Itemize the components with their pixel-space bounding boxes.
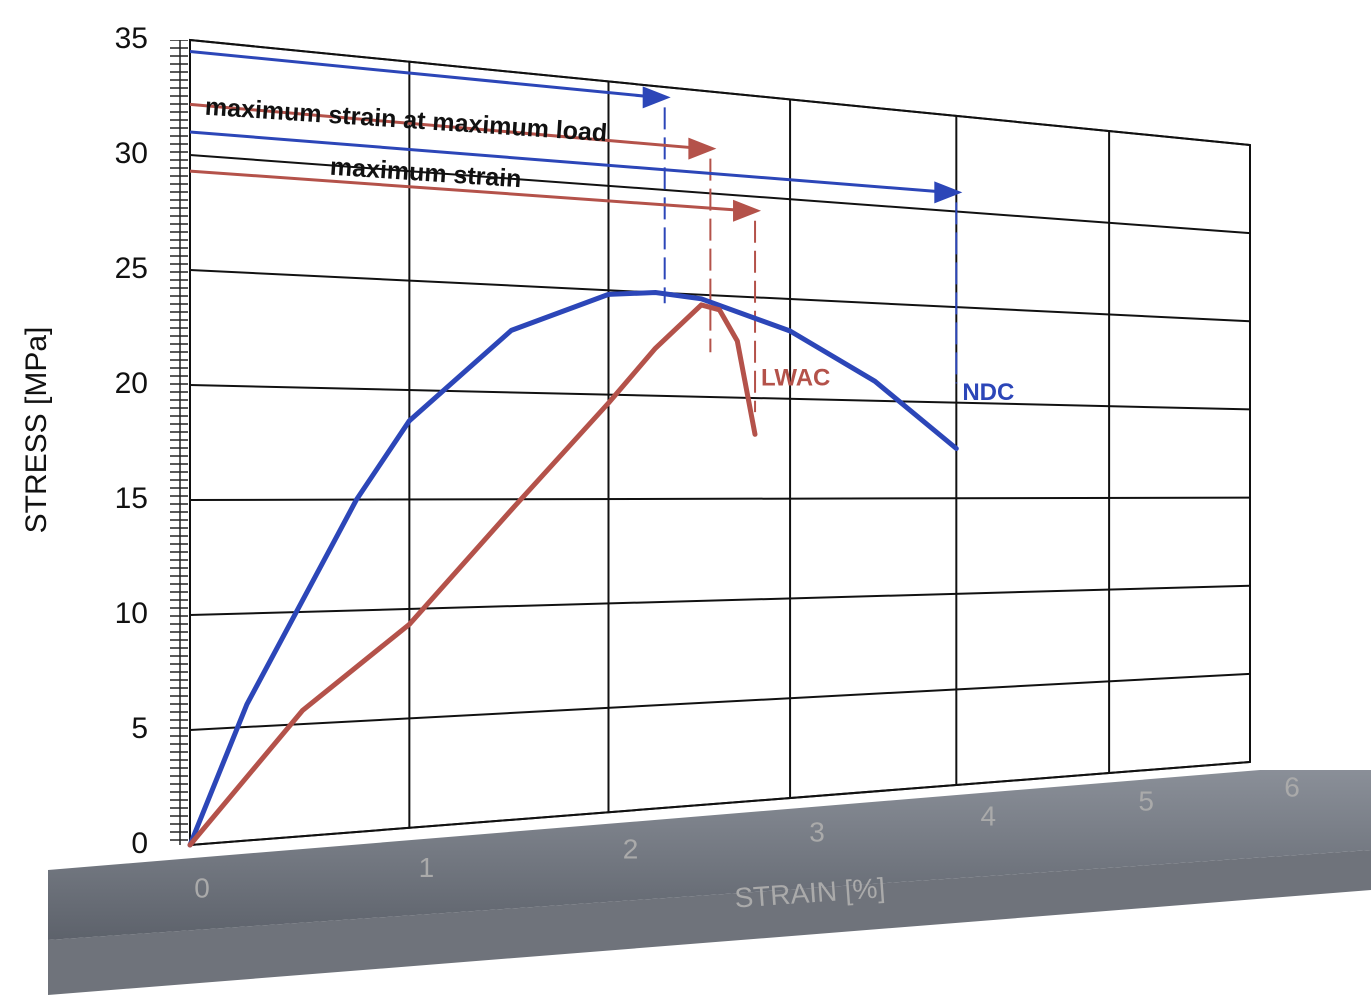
x-tick-label: 0 [194, 872, 210, 903]
y-axis-label: STRESS [MPa] [20, 327, 53, 534]
series-label: LWAC [761, 365, 830, 392]
x-tick-label: 4 [981, 800, 997, 831]
x-tick-label: 5 [1138, 785, 1154, 816]
y-tick-label: 10 [115, 597, 148, 630]
y-tick-label: 0 [131, 827, 148, 860]
x-tick-label: 6 [1284, 771, 1300, 802]
y-tick-label: 5 [131, 712, 148, 745]
y-tick-label: 30 [115, 137, 148, 170]
x-tick-label: 2 [623, 834, 639, 865]
axis-ladder [170, 40, 188, 845]
x-tick-label: 3 [809, 816, 825, 847]
chart: NDCLWAC STRESS [MPa] STRAIN [%] maximum … [0, 0, 1371, 997]
y-tick-label: 35 [115, 22, 148, 55]
y-tick-label: 25 [115, 252, 148, 285]
series-label: NDC [962, 379, 1014, 406]
y-tick-label: 15 [115, 482, 148, 515]
y-tick-label: 20 [115, 367, 148, 400]
x-tick-label: 1 [419, 852, 435, 883]
